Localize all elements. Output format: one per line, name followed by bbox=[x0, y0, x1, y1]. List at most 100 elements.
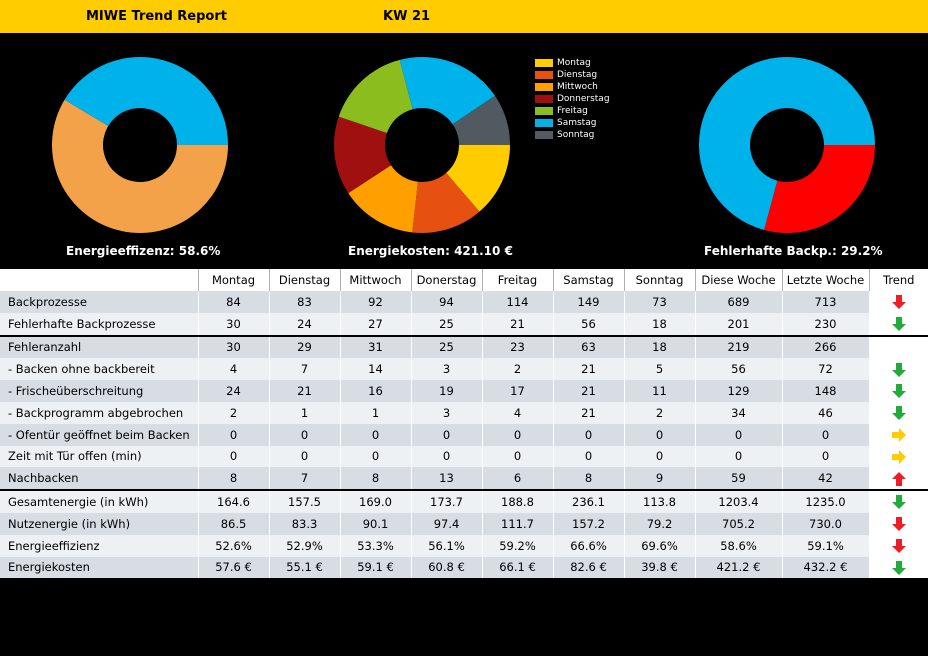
table-cell: 97.4 bbox=[410, 512, 482, 535]
table-row: - Frischeüberschreitung 24 21 16 19 17 21 11 129… bbox=[0, 380, 928, 402]
table-cell: 27 bbox=[339, 312, 411, 336]
trend-up-red-icon bbox=[891, 471, 906, 486]
table-cell: 60.8 € bbox=[410, 556, 482, 579]
table-header-row: Montag Dienstag Mittwoch Donerstag Freitag Sa… bbox=[0, 269, 928, 291]
donut-slice bbox=[399, 57, 495, 125]
row-label: - Backprogramm abgebrochen bbox=[0, 401, 198, 424]
table-cell: 59.2% bbox=[481, 534, 553, 557]
trend-down-red-icon bbox=[891, 517, 906, 532]
table-cell: 0 bbox=[197, 445, 269, 468]
table-row: Nutzenergie (in kWh) 86.5 83.3 90.1 97.4 111.… bbox=[0, 512, 928, 535]
table-cell: 31 bbox=[339, 334, 411, 359]
table-cell: 0 bbox=[197, 423, 269, 446]
donut-slice bbox=[51, 99, 228, 233]
donut-slice bbox=[64, 57, 228, 145]
table-cell: 21 bbox=[552, 401, 624, 424]
table-cell: 56 bbox=[694, 358, 782, 381]
row-label: - Backen ohne backbereit bbox=[0, 358, 198, 381]
legend-swatch bbox=[535, 83, 553, 91]
table-cell: 25 bbox=[410, 312, 482, 336]
table-cell: 19 bbox=[410, 380, 482, 402]
column-header: Montag bbox=[197, 269, 269, 291]
trend-cell bbox=[868, 423, 928, 446]
table-row: Nachbacken 8 7 8 13 6 8 9 59 42 bbox=[0, 467, 928, 491]
table-row: - Backprogramm abgebrochen 2 1 1 3 4 21 2 34 46 bbox=[0, 401, 928, 424]
table-cell: 0 bbox=[481, 423, 553, 446]
week-label: KW 21 bbox=[383, 9, 431, 24]
energy-efficiency-donut bbox=[51, 57, 228, 233]
trend-cell bbox=[868, 334, 928, 359]
legend-swatch bbox=[535, 95, 553, 103]
table-cell: 14 bbox=[339, 358, 411, 381]
table-cell: 1203.4 bbox=[694, 489, 782, 513]
trend-cell bbox=[868, 534, 928, 557]
table-cell: 0 bbox=[268, 423, 340, 446]
table-cell: 56 bbox=[552, 312, 624, 336]
table-cell: 30 bbox=[197, 312, 269, 336]
table-row: Energiekosten 57.6 €55.1 €59.1 €60.8 €66.… bbox=[0, 556, 928, 579]
table-cell: 39.8 € bbox=[623, 556, 695, 579]
table-row: Backprozesse 84 83 92 94 114 149 73 689 713 bbox=[0, 291, 928, 313]
legend-item: Dienstag bbox=[535, 69, 610, 81]
table-cell: 129 bbox=[694, 380, 782, 402]
table-cell: 713 bbox=[781, 291, 869, 313]
table-cell: 689 bbox=[694, 291, 782, 313]
chart-legend: Montag Dienstag Mittwoch Donnerstag Freitag S… bbox=[535, 57, 610, 141]
table-cell: 0 bbox=[781, 423, 869, 446]
table-cell: 55.1 € bbox=[268, 556, 340, 579]
table-row: - Ofentür geöffnet beim Backen 0 0 0 0 0 0 0 0 0 bbox=[0, 423, 928, 446]
trend-down-green-icon bbox=[891, 384, 906, 399]
table-cell: 2 bbox=[623, 401, 695, 424]
table-cell: 9 bbox=[623, 467, 695, 491]
row-label: Nachbacken bbox=[0, 467, 198, 491]
report-header: MIWE Trend Report KW 21 bbox=[0, 0, 928, 33]
table-cell: 84 bbox=[197, 291, 269, 313]
donut-slice bbox=[412, 173, 480, 233]
charts-area: Montag Dienstag Mittwoch Donnerstag Freitag S… bbox=[0, 33, 928, 269]
legend-label: Mittwoch bbox=[557, 82, 598, 92]
trend-cell bbox=[868, 312, 928, 336]
column-header: Diese Woche bbox=[694, 269, 782, 291]
row-label: Fehleranzahl bbox=[0, 334, 198, 359]
energy-cost-label: Energiekosten: 421.10 € bbox=[348, 244, 513, 258]
table-cell: 5 bbox=[623, 358, 695, 381]
table-cell: 1 bbox=[268, 401, 340, 424]
column-header: Mittwoch bbox=[339, 269, 411, 291]
table-cell: 25 bbox=[410, 334, 482, 359]
table-cell: 59.1 € bbox=[339, 556, 411, 579]
table-cell: 52.9% bbox=[268, 534, 340, 557]
table-cell: 57.6 € bbox=[197, 556, 269, 579]
legend-swatch bbox=[535, 107, 553, 115]
row-label: Backprozesse bbox=[0, 291, 198, 313]
donut-slice bbox=[699, 56, 875, 230]
column-header: Samstag bbox=[552, 269, 624, 291]
column-header: Donerstag bbox=[410, 269, 482, 291]
table-cell: 23 bbox=[481, 334, 553, 359]
table-cell: 21 bbox=[552, 358, 624, 381]
table-cell: 29 bbox=[268, 334, 340, 359]
energy-cost-donut bbox=[334, 57, 510, 233]
table-cell: 4 bbox=[197, 358, 269, 381]
table-cell: 17 bbox=[481, 380, 553, 402]
table-cell: 201 bbox=[694, 312, 782, 336]
table-cell: 79.2 bbox=[623, 512, 695, 535]
table-row: Energieeffizienz 52.6% 52.9% 53.3% 56.1% 59.2… bbox=[0, 534, 928, 557]
trend-down-green-icon bbox=[891, 316, 906, 331]
table-cell: 16 bbox=[339, 380, 411, 402]
table-cell: 1235.0 bbox=[781, 489, 869, 513]
table-cell: 11 bbox=[623, 380, 695, 402]
table-cell: 8 bbox=[197, 467, 269, 491]
column-header: Freitag bbox=[481, 269, 553, 291]
row-label: - Ofentür geöffnet beim Backen bbox=[0, 423, 198, 446]
table-cell: 730.0 bbox=[781, 512, 869, 535]
table-cell: 21 bbox=[552, 380, 624, 402]
table-cell: 59.1% bbox=[781, 534, 869, 557]
table-cell: 73 bbox=[623, 291, 695, 313]
table-cell: 90.1 bbox=[339, 512, 411, 535]
table-cell: 18 bbox=[623, 312, 695, 336]
table-cell: 6 bbox=[481, 467, 553, 491]
table-cell: 66.6% bbox=[552, 534, 624, 557]
row-label: Energiekosten bbox=[0, 556, 198, 579]
table-cell: 0 bbox=[552, 423, 624, 446]
table-cell: 432.2 € bbox=[781, 556, 869, 579]
